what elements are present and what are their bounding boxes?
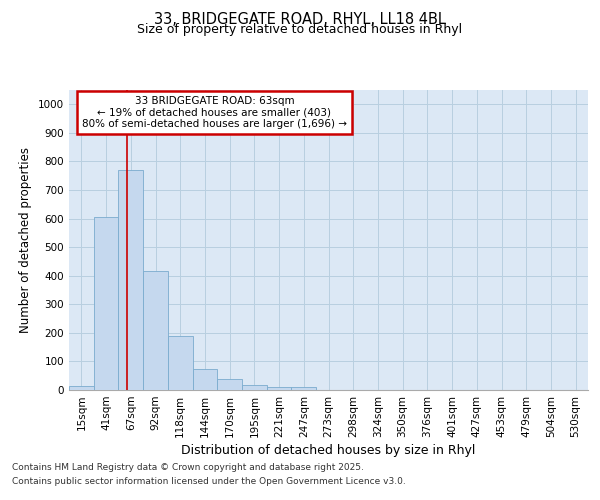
Text: Contains public sector information licensed under the Open Government Licence v3: Contains public sector information licen… [12,477,406,486]
Bar [94,217,118,390]
Bar [143,272,168,390]
Text: Size of property relative to detached houses in Rhyl: Size of property relative to detached ho… [137,22,463,36]
Bar [69,386,94,390]
Y-axis label: Number of detached properties: Number of detached properties [19,147,32,333]
Bar [267,386,292,390]
Bar [118,170,143,390]
Bar [217,379,242,390]
Bar [168,336,193,390]
Bar [292,386,316,390]
Bar [193,368,217,390]
Text: 33, BRIDGEGATE ROAD, RHYL, LL18 4BL: 33, BRIDGEGATE ROAD, RHYL, LL18 4BL [154,12,446,28]
X-axis label: Distribution of detached houses by size in Rhyl: Distribution of detached houses by size … [181,444,476,457]
Text: 33 BRIDGEGATE ROAD: 63sqm
← 19% of detached houses are smaller (403)
80% of semi: 33 BRIDGEGATE ROAD: 63sqm ← 19% of detac… [82,96,347,129]
Text: Contains HM Land Registry data © Crown copyright and database right 2025.: Contains HM Land Registry data © Crown c… [12,464,364,472]
Bar [242,385,267,390]
